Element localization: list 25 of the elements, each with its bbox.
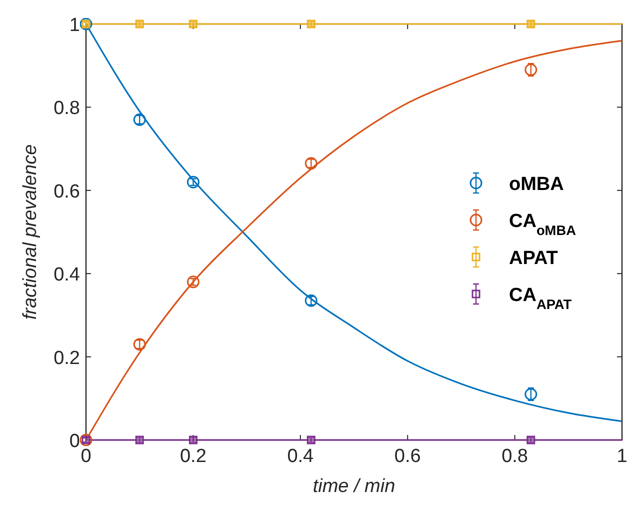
x-tick-label: 0.4 — [287, 446, 314, 467]
x-tick-label: 0.8 — [502, 446, 528, 467]
point — [304, 157, 318, 170]
legend-label: APAT — [509, 248, 558, 269]
x-tick-label: 1 — [616, 446, 628, 467]
point — [133, 113, 146, 126]
point — [186, 276, 200, 288]
point — [186, 176, 200, 188]
legend-label: CA$_{APAT}$ — [509, 285, 572, 312]
y-tick-label: 0.6 — [54, 181, 80, 202]
x-tick-label: 0.6 — [394, 446, 421, 467]
y-axis-title: fractional prevalence — [20, 144, 41, 320]
legend-label: CA$_{oMBA}$ — [509, 211, 576, 238]
point — [133, 338, 146, 351]
legend-label: oMBA — [509, 174, 564, 195]
y-tick-label: 0 — [69, 431, 80, 452]
y-tick-label: 0.8 — [54, 98, 80, 120]
y-tick-label: 1 — [69, 15, 80, 36]
x-tick-label: 0.2 — [180, 446, 206, 467]
y-tick-label: 0.4 — [54, 264, 80, 286]
point — [304, 294, 318, 307]
point — [524, 388, 538, 400]
x-axis-title: time / min — [312, 476, 396, 497]
point — [524, 64, 538, 76]
y-tick-label: 0.2 — [54, 348, 80, 369]
